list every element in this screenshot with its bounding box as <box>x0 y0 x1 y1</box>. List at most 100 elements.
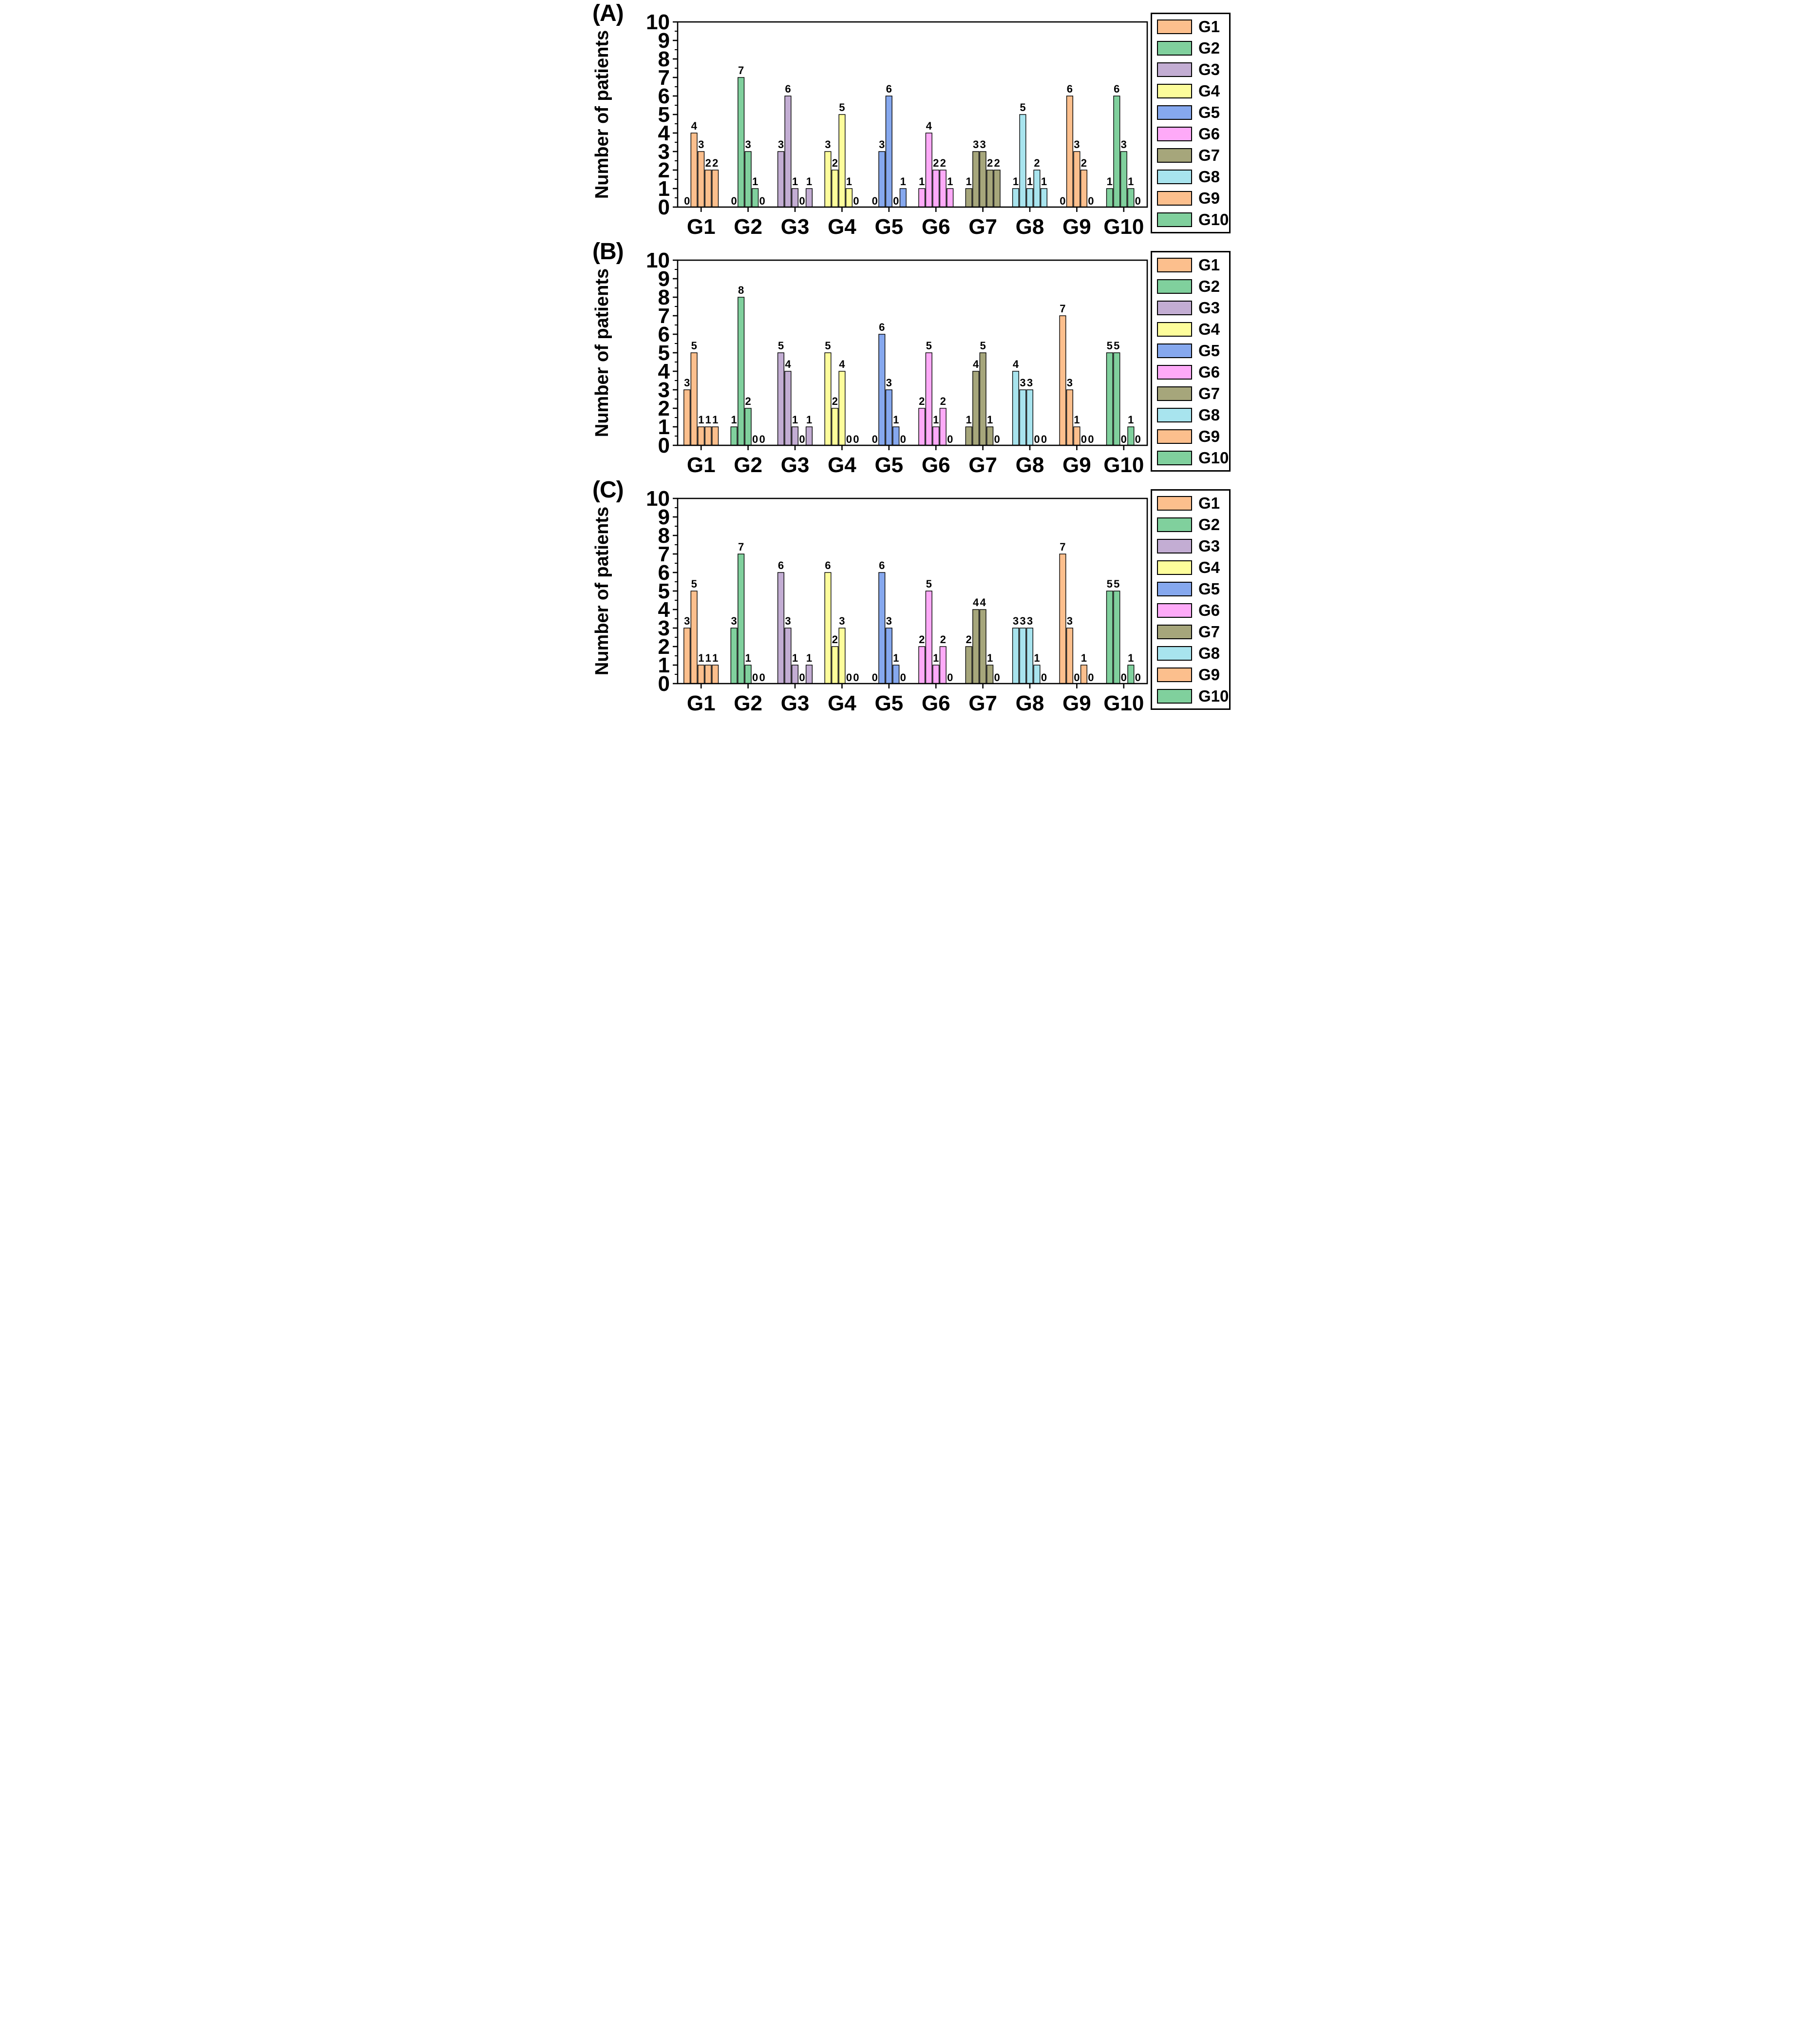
bar-G5-3 <box>885 389 892 446</box>
legend-swatch-G5 <box>1157 581 1192 596</box>
bar-value-label: 1 <box>1128 414 1134 426</box>
legend-label-G1: G1 <box>1198 256 1220 274</box>
bar-value-label: 3 <box>698 138 704 151</box>
legend-label-G4: G4 <box>1198 82 1220 100</box>
bar-G7-4 <box>986 170 994 208</box>
legend-item-G7: G7 <box>1157 624 1224 640</box>
zero-value-label: 0 <box>759 671 765 684</box>
legend-a: G1 G2 G3 G4 G5 G6 G7 G8 G9 G10 <box>1151 13 1231 233</box>
bar-G9-2 <box>1066 628 1073 684</box>
bar-value-label: 3 <box>778 138 784 151</box>
bar-value-label: 5 <box>980 340 986 352</box>
bar-value-label: 1 <box>806 175 812 188</box>
bar-value-label: 3 <box>684 377 690 389</box>
legend-item-G9: G9 <box>1157 667 1224 683</box>
bar-G3-3 <box>791 188 799 208</box>
bar-G3-5 <box>805 188 813 208</box>
legend-label-G4: G4 <box>1198 558 1220 576</box>
bar-G10-2 <box>1113 95 1120 208</box>
bar-G2-2 <box>738 297 745 446</box>
bar-G4-3 <box>838 371 846 446</box>
bar-G8-4 <box>1033 665 1041 684</box>
legend-label-G9: G9 <box>1198 666 1220 684</box>
bar-value-label: 3 <box>839 615 845 627</box>
legend-swatch-G3 <box>1157 300 1192 315</box>
y-tick-label-4: 4 <box>658 598 670 622</box>
bar-G5-5 <box>899 188 907 208</box>
bar-G1-5 <box>712 665 719 684</box>
bar-value-label: 1 <box>712 414 718 426</box>
legend-label-G4: G4 <box>1198 320 1220 338</box>
x-tick-label-G10: G10 <box>1103 215 1144 238</box>
bar-value-label: 1 <box>792 652 798 664</box>
y-tick-label-6: 6 <box>658 323 670 346</box>
legend-item-G10: G10 <box>1157 688 1229 704</box>
bar-value-label: 2 <box>966 633 971 646</box>
zero-value-label: 0 <box>1081 433 1087 445</box>
legend-label-G6: G6 <box>1198 363 1220 381</box>
zero-value-label: 0 <box>759 433 765 445</box>
bar-G4-1 <box>824 352 832 446</box>
zero-value-label: 0 <box>1041 671 1047 684</box>
x-tick-label-G6: G6 <box>922 691 950 715</box>
bar-G4-2 <box>831 170 839 208</box>
y-tick-label-8: 8 <box>658 286 670 309</box>
bar-value-label: 5 <box>926 578 932 590</box>
legend-item-G2: G2 <box>1157 40 1224 56</box>
bar-value-label: 3 <box>1027 615 1033 627</box>
bar-G3-2 <box>784 628 792 684</box>
legend-swatch-G2 <box>1157 279 1192 294</box>
y-tick-label-0: 0 <box>658 672 670 696</box>
bar-value-label: 1 <box>987 414 993 426</box>
legend-swatch-G4 <box>1157 322 1192 337</box>
bar-value-label: 5 <box>839 101 845 114</box>
x-tick-label-G5: G5 <box>874 453 903 477</box>
bar-G9-4 <box>1080 665 1087 684</box>
zero-value-label: 0 <box>799 195 805 207</box>
legend-label-G5: G5 <box>1198 342 1220 360</box>
bar-G7-2 <box>972 609 980 684</box>
x-tick-label-G5: G5 <box>874 691 903 715</box>
legend-item-G5: G5 <box>1157 343 1224 359</box>
bar-value-label: 6 <box>825 559 831 572</box>
bar-G9-2 <box>1066 95 1073 208</box>
bar-G5-4 <box>892 665 900 684</box>
bar-value-label: 2 <box>933 157 939 169</box>
zero-value-label: 0 <box>846 671 852 684</box>
bar-G1-2 <box>690 133 698 208</box>
bar-G8-3 <box>1026 389 1033 446</box>
bar-G3-2 <box>784 371 792 446</box>
bar-value-label: 4 <box>980 596 986 609</box>
bar-value-label: 5 <box>778 340 784 352</box>
bar-value-label: 2 <box>832 157 838 169</box>
legend-item-G10: G10 <box>1157 211 1229 228</box>
legend-label-G9: G9 <box>1198 189 1220 207</box>
bar-value-label: 1 <box>933 652 939 664</box>
x-tick-label-G4: G4 <box>828 215 856 238</box>
bar-value-label: 1 <box>1013 175 1019 188</box>
zero-value-label: 0 <box>853 433 859 445</box>
bar-value-label: 2 <box>940 395 946 407</box>
y-tick-label-3: 3 <box>658 140 670 164</box>
legend-item-G1: G1 <box>1157 495 1224 511</box>
chart-panel-b: (B) 3 5 1 1 1 G1 1 8 2 0 0 G2 5 4 1 0 1 G3 5 2 4 0 0 G4 0 6 3 1 0 G5 2… <box>588 238 1232 477</box>
bar-value-label: 5 <box>1114 578 1119 590</box>
zero-value-label: 0 <box>1041 433 1047 445</box>
y-tick-label-9: 9 <box>658 267 670 291</box>
bar-value-label: 1 <box>1107 175 1113 188</box>
bar-value-label: 1 <box>731 414 737 426</box>
bar-value-label: 1 <box>745 652 751 664</box>
bar-value-label: 3 <box>886 615 892 627</box>
bar-G7-3 <box>979 151 986 208</box>
bar-value-label: 1 <box>698 652 704 664</box>
legend-swatch-G6 <box>1157 126 1192 141</box>
bar-G2-1 <box>730 628 738 684</box>
bar-value-label: 5 <box>1114 340 1119 352</box>
legend-item-G2: G2 <box>1157 516 1224 533</box>
x-tick-label-G1: G1 <box>687 691 716 715</box>
legend-item-G9: G9 <box>1157 190 1224 206</box>
legend-item-G2: G2 <box>1157 278 1224 294</box>
x-tick-label-G1: G1 <box>687 453 716 477</box>
legend-item-G3: G3 <box>1157 300 1224 316</box>
